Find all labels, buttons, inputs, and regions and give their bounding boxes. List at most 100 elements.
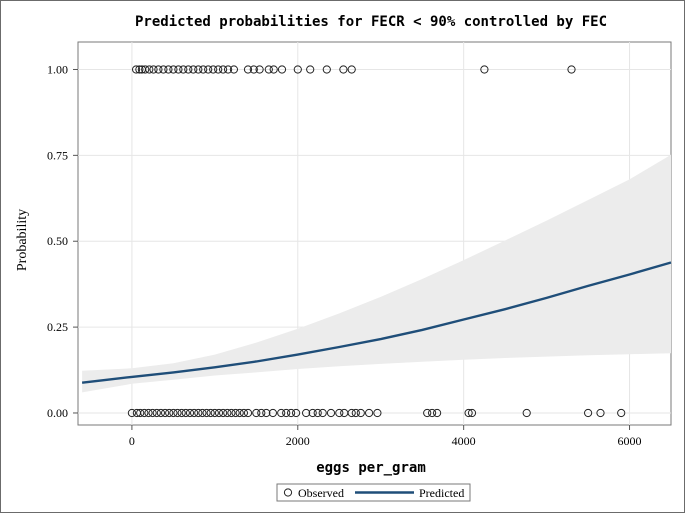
observed-point-y1-19	[219, 65, 228, 74]
observed-point-y1-8	[164, 65, 173, 74]
observed-point-y1-7	[159, 65, 168, 74]
observed-point-y0-51	[433, 408, 442, 418]
observed-point-y0-7	[156, 408, 165, 418]
observed-point-y0-6	[152, 408, 161, 418]
observed-point-y0-10	[169, 408, 178, 418]
observed-point-y0-38	[308, 408, 317, 418]
observed-point-y1-0	[132, 65, 141, 74]
observed-point-y0-4	[144, 408, 153, 418]
observed-point-y1-26	[269, 65, 278, 74]
observed-point-y0-48	[373, 408, 382, 418]
observed-point-y0-50	[428, 408, 437, 418]
x-tick-label-0: 0	[129, 434, 135, 448]
observed-point-y0-57	[617, 408, 626, 418]
observed-point-y0-53	[467, 408, 477, 418]
observed-point-y1-24	[255, 65, 264, 74]
observed-point-y0-46	[356, 408, 365, 418]
observed-point-y0-44	[347, 408, 356, 418]
observed-points-1	[132, 65, 576, 74]
observed-point-y1-11	[179, 65, 188, 74]
observed-point-y0-28	[243, 408, 253, 418]
observed-point-y0-20	[210, 408, 219, 418]
observed-point-y1-29	[306, 65, 315, 74]
observed-point-y0-13	[181, 408, 190, 418]
observed-point-y0-16	[194, 408, 203, 418]
observed-point-y1-15	[199, 65, 208, 74]
observed-point-y0-49	[423, 408, 432, 418]
observed-point-y1-18	[214, 65, 223, 74]
observed-point-y0-31	[262, 408, 271, 418]
observed-point-y1-32	[347, 65, 356, 74]
legend-predicted-label: Predicted	[419, 486, 464, 500]
observed-point-y0-37	[302, 408, 311, 418]
observed-point-y1-17	[209, 65, 218, 74]
observed-point-y0-25	[231, 408, 240, 418]
observed-point-y1-20	[224, 65, 233, 74]
observed-point-y0-15	[190, 408, 199, 418]
observed-point-y0-56	[596, 408, 605, 418]
y-tick-label-1: 0.25	[47, 320, 68, 334]
observed-point-y1-21	[229, 65, 238, 74]
observed-point-y1-12	[184, 65, 193, 74]
observed-point-y0-39	[313, 408, 322, 418]
observed-point-y1-9	[169, 65, 178, 74]
observed-point-y1-34	[567, 65, 576, 74]
observed-point-y1-4	[145, 65, 154, 74]
y-tick-label-2: 0.50	[47, 234, 68, 248]
observed-point-y0-41	[326, 408, 336, 418]
predicted-line	[81, 261, 672, 384]
observed-point-y1-33	[480, 65, 489, 74]
legend-observed-label: Observed	[298, 486, 344, 500]
observed-point-y1-27	[277, 65, 287, 74]
observed-point-y1-30	[322, 65, 331, 74]
observed-point-y0-11	[173, 408, 182, 418]
observed-point-y1-16	[204, 65, 213, 74]
observed-point-y0-27	[239, 408, 248, 418]
observed-point-y0-14	[185, 408, 195, 418]
observed-point-y1-31	[339, 65, 348, 74]
legend-observed-marker	[283, 488, 293, 497]
chart-title: Predicted probabilities for FECR < 90% c…	[135, 14, 607, 30]
plot-area	[77, 41, 672, 426]
observed-point-y0-3	[140, 408, 149, 418]
confidence-band	[82, 154, 672, 393]
x-tick-label-2: 4000	[452, 434, 476, 448]
observed-point-y0-30	[257, 408, 266, 418]
observed-point-y0-8	[161, 408, 170, 418]
observed-point-y0-36	[292, 408, 301, 418]
y-axis-label: Probability	[15, 209, 30, 271]
observed-point-y1-5	[149, 65, 158, 74]
observed-points-0	[127, 408, 626, 418]
observed-point-y0-18	[202, 408, 211, 418]
observed-point-y0-52	[464, 408, 473, 418]
observed-point-y1-1	[135, 65, 144, 74]
observed-point-y1-10	[174, 65, 183, 74]
observed-point-y1-28	[293, 65, 302, 74]
observed-point-y0-47	[365, 408, 374, 418]
observed-point-y0-40	[318, 408, 327, 418]
observed-point-y0-54	[522, 408, 531, 418]
observed-point-y0-32	[268, 408, 277, 418]
x-axis-label: eggs per_gram	[316, 460, 426, 476]
y-tick-label-3: 0.75	[47, 148, 68, 162]
observed-point-y0-26	[235, 408, 244, 418]
observed-point-y1-22	[243, 65, 253, 74]
observed-point-y1-6	[154, 65, 163, 74]
observed-point-y0-12	[177, 408, 186, 418]
y-tick-label-0: 0.00	[47, 406, 68, 420]
observed-point-y0-2	[136, 408, 145, 418]
observed-point-y1-25	[264, 65, 273, 74]
observed-point-y0-33	[277, 408, 286, 418]
observed-point-y0-9	[165, 408, 174, 418]
x-tick-label-1: 2000	[286, 434, 310, 448]
observed-point-y1-3	[141, 65, 150, 74]
observed-point-y1-23	[249, 65, 258, 74]
observed-point-y0-34	[282, 408, 291, 418]
observed-point-y0-42	[335, 408, 344, 418]
y-axis-ticks: 0.00 0.25 0.50 0.75 1.00	[47, 62, 78, 420]
y-tick-label-4: 1.00	[47, 62, 68, 76]
observed-point-y0-22	[219, 408, 228, 418]
observed-point-y0-55	[584, 408, 593, 418]
observed-point-y0-29	[252, 408, 261, 418]
